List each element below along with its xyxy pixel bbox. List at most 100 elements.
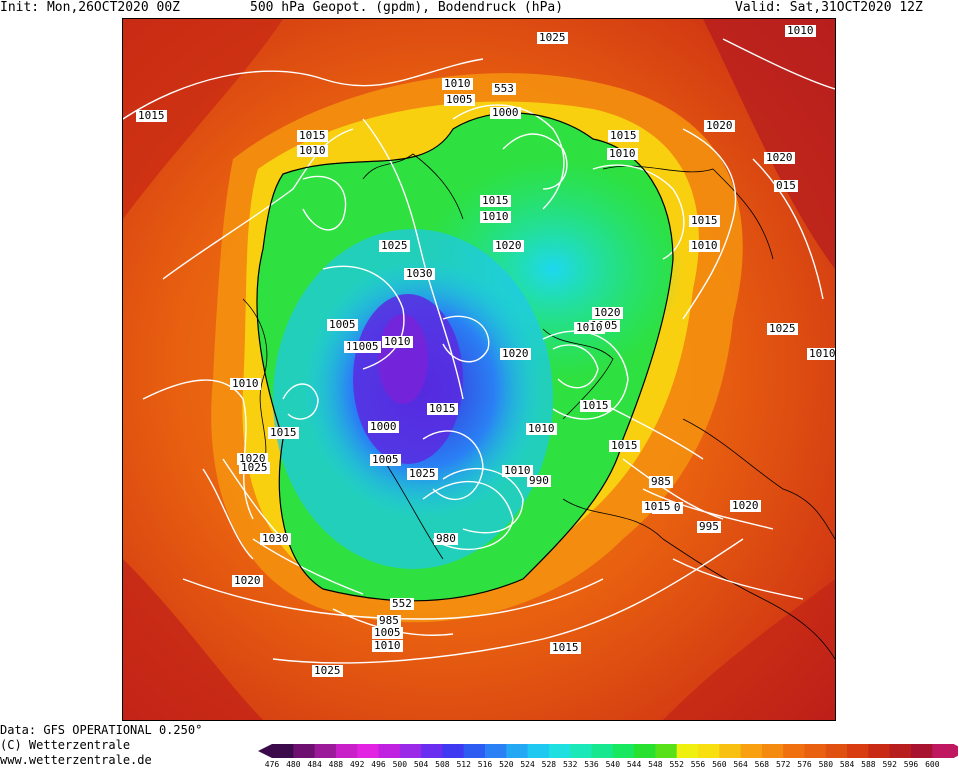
colorbar-label: 588 (861, 760, 876, 769)
isobar-label: 1010 (809, 347, 835, 360)
isobar-label: 1025 (769, 322, 796, 335)
isobar-label-box (609, 440, 640, 452)
isobar-label-box (537, 32, 568, 44)
colorbar-label: 484 (307, 760, 322, 769)
colorbar-cell (889, 744, 912, 758)
isobar-label: 1005 (352, 340, 379, 353)
isobar-label: 1025 (314, 664, 341, 677)
isobar-label: 1025 (409, 467, 436, 480)
isobar-label-box (774, 180, 798, 192)
colorbar-cell (506, 744, 529, 758)
isobar-label: 1005 (329, 318, 356, 331)
colorbar-label: 516 (477, 760, 493, 769)
colorbar-label: 548 (648, 760, 663, 769)
isobar-label-box (268, 427, 299, 439)
isobar-label-box (785, 25, 816, 37)
colorbar-cell (655, 744, 678, 758)
colorbar-arrow-right (953, 744, 958, 758)
weather-map: 1025 1010 1010 553 1005 1000 1015 1020 1015 1010 1… (122, 18, 836, 721)
colorbar-cell (570, 744, 592, 758)
colorbar-cell (272, 744, 294, 758)
colorbar-cell (293, 744, 316, 758)
isobar-label-box (490, 107, 521, 119)
isobar-label-box (372, 627, 403, 639)
colorbar-cell (314, 744, 337, 758)
colorbar-label: 492 (349, 760, 365, 769)
isobar-label-box (607, 148, 638, 160)
isobar-label-box (444, 94, 475, 106)
isobar-label-box (377, 615, 401, 627)
isobar-label-box (642, 501, 673, 513)
isobar-label: 1010 (444, 77, 471, 90)
colorbar-label: 524 (520, 760, 535, 769)
isobar-label-box (649, 476, 673, 488)
isobar-label: 1010 (787, 24, 814, 37)
isobar-label: 1000 (370, 420, 397, 433)
isobar-label-box (550, 642, 581, 654)
isobar-label-box (608, 130, 639, 142)
colorbar-label: 556 (690, 760, 706, 769)
isobar-label: 1015 (299, 129, 326, 142)
isobar-label-box (767, 323, 798, 335)
isobar-label: 1025 (539, 31, 566, 44)
chart-title: 500 hPa Geopot. (gpdm), Bodendruck (hPa) (250, 0, 564, 15)
colorbar-label: 544 (626, 760, 642, 769)
isobar-label-box (697, 521, 721, 533)
isobar-label-box (442, 78, 473, 90)
isobar-label-box (427, 403, 458, 415)
colorbar-cell (357, 744, 379, 758)
isobar-label-box (689, 215, 720, 227)
colorbar-label: 532 (562, 760, 578, 769)
colorbar-cell (634, 744, 656, 758)
colorbar-label: 520 (499, 760, 514, 769)
isobar-label-box (327, 319, 358, 331)
colorbar-label: 580 (818, 760, 834, 769)
red-region-sw (123, 559, 263, 720)
website-url: www.wetterzentrale.de (0, 753, 152, 767)
isobar-label-box (704, 120, 735, 132)
colorbar-cell (485, 744, 507, 758)
colorbar (258, 744, 958, 758)
colorbar-label: 476 (264, 760, 280, 769)
colorbar-label: 596 (903, 760, 919, 769)
isobar-label-box (500, 348, 531, 360)
isobar-label-box (492, 83, 516, 95)
isobar-label-box (527, 475, 551, 487)
isobar-label-box (689, 240, 720, 252)
isobar-label: 1015 (270, 426, 297, 439)
colorbar-cell (719, 744, 742, 758)
colorbar-cell (825, 744, 848, 758)
isobar-label: 1015 (644, 500, 671, 513)
isobar-label-box (502, 465, 533, 477)
isobar-label: 1030 (262, 532, 289, 545)
isobar-label: 552 (392, 597, 412, 610)
isobar-label: 553 (494, 82, 514, 95)
isobar-label-box (350, 341, 381, 353)
isobar-label: 1025 (241, 461, 268, 474)
colorbar-label: 592 (882, 760, 897, 769)
isobar-label-box (382, 336, 413, 348)
colorbar-label: 480 (286, 760, 301, 769)
colorbar-cell (676, 744, 699, 758)
colorbar-cell (847, 744, 869, 758)
isobar-label: 1015 (610, 129, 637, 142)
init-time: Init: Mon,26OCT2020 00Z (0, 0, 181, 15)
red-region-ne (703, 19, 835, 269)
isobar-label-box (372, 640, 403, 652)
colorbar-label: 536 (584, 760, 599, 769)
colorbar-label: 568 (754, 760, 770, 769)
isobar-label: 1015 (552, 641, 579, 654)
isobar-label-box (297, 145, 328, 157)
colorbar-label: 552 (669, 760, 684, 769)
isobar-label: 1010 (482, 210, 509, 223)
isobar-label-box (730, 500, 761, 512)
colorbar-label: 500 (392, 760, 408, 769)
colorbar-label: 496 (371, 760, 386, 769)
isobar-label: 1015 (582, 399, 609, 412)
isobar-label: 1005 (374, 626, 401, 639)
colorbar-label: 564 (733, 760, 748, 769)
colorbar-cell (783, 744, 805, 758)
colorbar-arrow-left (258, 744, 272, 758)
